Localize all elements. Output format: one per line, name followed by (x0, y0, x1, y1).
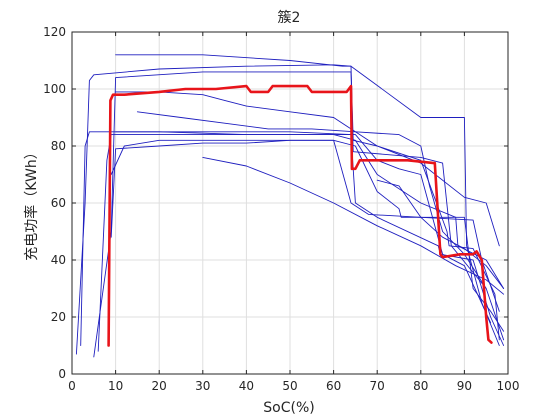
x-tick-label: 10 (108, 379, 123, 393)
x-tick-label: 0 (68, 379, 76, 393)
x-tick-label: 80 (413, 379, 428, 393)
y-tick-label: 0 (58, 367, 66, 381)
x-tick-label: 60 (326, 379, 341, 393)
series-line-9 (115, 91, 500, 247)
x-tick-label: 90 (457, 379, 472, 393)
series-lines (75, 54, 505, 358)
y-tick-label: 20 (51, 310, 66, 324)
y-tick-label: 120 (43, 25, 66, 39)
y-tick-label: 100 (43, 82, 66, 96)
series-line-8 (115, 54, 500, 346)
center-series-line (107, 84, 493, 347)
chart-title: 簇2 (278, 10, 301, 26)
x-axis-label: SoC(%) (263, 400, 314, 416)
series-line-11 (376, 179, 505, 289)
series-line-5 (110, 139, 505, 332)
x-tick-label: 100 (497, 379, 520, 393)
y-tick-label: 60 (51, 196, 66, 210)
y-tick-label: 40 (51, 253, 66, 267)
axes: 0 10 20 30 40 50 60 70 80 90 100 0 20 40 60 80 100 120 (43, 25, 519, 393)
series-line-6 (110, 139, 500, 312)
x-tick-label: 30 (195, 379, 210, 393)
x-tick-label: 40 (239, 379, 254, 393)
series-line-10 (136, 111, 487, 289)
x-tick-label: 70 (370, 379, 385, 393)
x-tick-label: 20 (152, 379, 167, 393)
series-line-7 (202, 156, 505, 295)
y-axis-label: 充电功率（KWh） (23, 145, 40, 260)
x-tick-label: 50 (282, 379, 297, 393)
y-tick-label: 80 (51, 139, 66, 153)
